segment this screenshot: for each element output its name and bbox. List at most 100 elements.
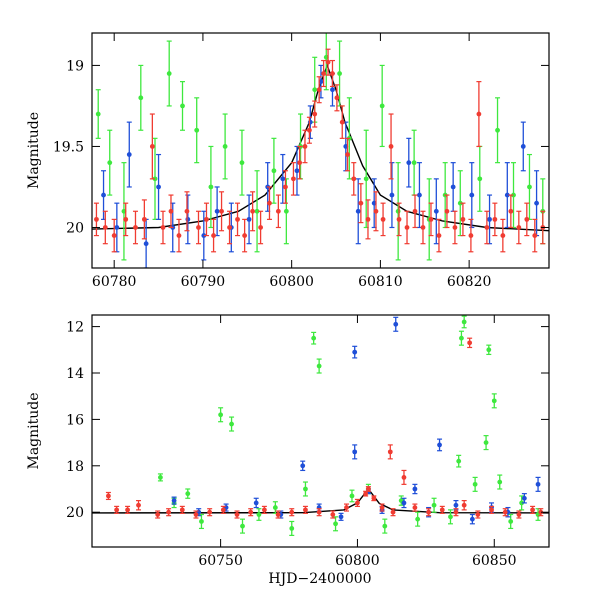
top-x-tick-label: 60810 xyxy=(358,274,403,290)
top-data-point xyxy=(222,113,228,180)
top-data-point xyxy=(487,194,493,245)
top-data-point xyxy=(420,210,426,245)
bottom-y-tick-label: 20 xyxy=(66,505,84,521)
bottom-data-point xyxy=(316,358,322,374)
bottom-data-point xyxy=(105,491,111,501)
bottom-data-point xyxy=(207,508,213,517)
top-data-point xyxy=(271,137,277,204)
top-data-point xyxy=(436,218,442,253)
bottom-data-point xyxy=(256,508,262,521)
bottom-data-point xyxy=(431,497,437,513)
bottom-data-point xyxy=(352,345,358,359)
top-y-tick-label: 20 xyxy=(66,220,84,236)
top-data-point xyxy=(373,191,379,232)
bottom-panel: 60750 60800 60850 12 14 16 18 20 Magnitude HJD−… xyxy=(26,314,550,587)
bottom-data-point xyxy=(538,508,544,517)
top-data-point xyxy=(111,218,117,253)
top-data-point xyxy=(379,64,385,148)
top-data-point xyxy=(282,170,288,204)
top-y-tick-label: 19.5 xyxy=(53,139,84,155)
top-data-point xyxy=(339,105,345,139)
top-data-point xyxy=(526,153,532,220)
top-data-point xyxy=(416,162,422,229)
bottom-x-tick-label: 60800 xyxy=(335,553,380,569)
bottom-y-tick-label: 16 xyxy=(66,412,84,428)
bottom-data-point xyxy=(302,505,308,514)
bottom-data-point xyxy=(426,508,432,517)
top-y-axis-label: Magnitude xyxy=(26,112,42,189)
top-data-point xyxy=(325,48,331,76)
bottom-data-point xyxy=(275,510,281,519)
bottom-data-point xyxy=(114,505,120,514)
bottom-data-point xyxy=(155,510,161,519)
bottom-data-point xyxy=(371,495,377,502)
top-data-point xyxy=(227,210,233,245)
bottom-data-point xyxy=(261,505,267,514)
top-data-point xyxy=(321,59,327,88)
bottom-x-tick-label: 60850 xyxy=(472,553,517,569)
bottom-data-point xyxy=(193,510,199,519)
top-data-point xyxy=(511,162,517,229)
top-data-point xyxy=(334,84,340,112)
bottom-axis-ticks: 60750 60800 60850 12 14 16 18 20 xyxy=(66,315,549,569)
top-data-point xyxy=(290,162,296,196)
top-data-point xyxy=(280,153,286,204)
bottom-data-point xyxy=(198,513,204,530)
top-data-point xyxy=(239,129,245,196)
bottom-data-point xyxy=(521,493,527,504)
top-data-point xyxy=(404,210,410,245)
bottom-data-point xyxy=(253,497,259,509)
bottom-data-point xyxy=(447,509,453,525)
top-data-point xyxy=(235,202,241,237)
top-data-point xyxy=(476,81,482,148)
bottom-data-point xyxy=(349,489,355,503)
bottom-data-point xyxy=(311,331,317,345)
top-data-point xyxy=(266,186,272,220)
top-data-point xyxy=(460,202,466,237)
bottom-data-point xyxy=(229,416,235,432)
top-data-point xyxy=(126,121,132,188)
bottom-data-point xyxy=(248,508,254,517)
bottom-data-point xyxy=(316,508,322,517)
bottom-data-point xyxy=(412,503,418,512)
bottom-data-point xyxy=(220,505,226,514)
top-data-point xyxy=(412,194,418,229)
top-data-point xyxy=(329,59,335,88)
top-data-point xyxy=(258,210,264,245)
top-data-point xyxy=(508,194,514,229)
bottom-data-point xyxy=(136,500,142,511)
bottom-data-point xyxy=(363,490,369,497)
bottom-data-point xyxy=(300,460,306,472)
top-data-point xyxy=(107,129,113,196)
top-data-point xyxy=(180,81,186,131)
top-data-point xyxy=(242,218,248,253)
top-data-point xyxy=(185,194,191,245)
top-data-point xyxy=(102,210,108,245)
bottom-data-point xyxy=(338,512,344,521)
top-data-point xyxy=(275,194,281,229)
top-data-point xyxy=(312,100,318,128)
top-x-tick-label: 60820 xyxy=(447,274,492,290)
top-axis-ticks: 60780 60790 60800 60810 60820 19 19.5 20 xyxy=(53,33,549,290)
top-data-point xyxy=(214,186,220,237)
top-y-tick-label: 19 xyxy=(66,58,84,74)
bottom-y-axis-label: Magnitude xyxy=(26,392,42,469)
bottom-data-point xyxy=(234,510,240,519)
top-data-point xyxy=(355,178,361,245)
bottom-data-point xyxy=(166,508,172,517)
top-data-point xyxy=(406,137,412,188)
top-plot-frame xyxy=(91,32,550,269)
top-data-point xyxy=(492,202,498,237)
bottom-data-point xyxy=(218,407,224,423)
bottom-data-point xyxy=(179,505,185,514)
bottom-data-point xyxy=(272,501,278,514)
top-data-point xyxy=(495,97,501,164)
bottom-data-point xyxy=(302,481,308,497)
top-data-point xyxy=(428,202,434,237)
bottom-data-point xyxy=(333,516,339,532)
bottom-data-point xyxy=(171,496,177,505)
bottom-data-point xyxy=(352,444,358,460)
top-data-point xyxy=(208,145,214,229)
top-data-point xyxy=(520,121,526,172)
